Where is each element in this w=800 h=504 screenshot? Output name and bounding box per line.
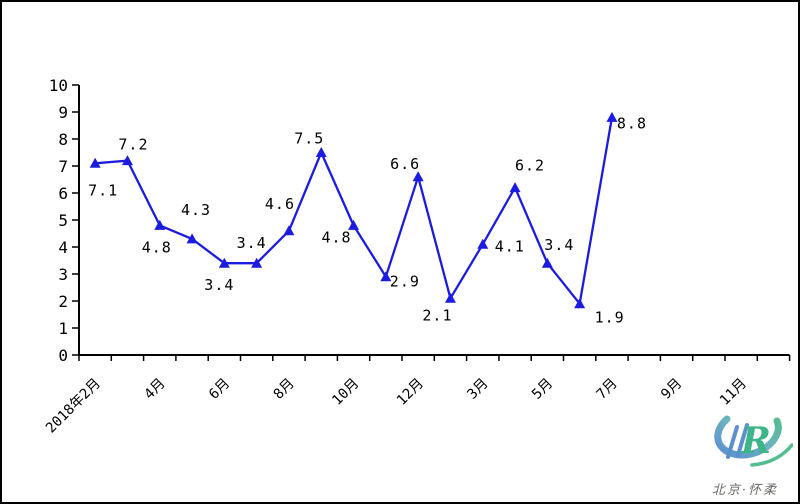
data-label: 6.6	[390, 155, 420, 173]
y-tick-label: 6	[58, 184, 68, 203]
y-tick-label: 4	[58, 238, 68, 257]
data-point-marker	[477, 238, 489, 249]
data-label: 3.4	[204, 276, 234, 294]
data-label: 7.5	[294, 130, 324, 148]
data-label: 7.1	[88, 181, 118, 199]
y-tick-label: 7	[58, 157, 68, 176]
data-label: 8.8	[617, 114, 647, 132]
data-label: 4.8	[142, 238, 172, 256]
data-label: 3.4	[237, 234, 267, 252]
x-tick-label: 12月	[394, 376, 427, 409]
data-label: 4.6	[265, 195, 295, 213]
x-tick-label: 11月	[717, 376, 750, 409]
x-tick-label: 4月	[141, 376, 168, 403]
data-point-marker	[574, 298, 586, 309]
data-point-marker	[412, 171, 424, 182]
x-tick-label: 10月	[329, 376, 362, 409]
x-tick-label: 3月	[464, 376, 491, 403]
data-label: 3.4	[544, 236, 574, 254]
x-tick-label: 9月	[658, 376, 685, 403]
data-point-marker	[348, 219, 360, 230]
data-point-marker	[541, 257, 553, 268]
data-label: 4.3	[181, 201, 211, 219]
logo-caption: 北京·怀柔	[711, 483, 779, 498]
data-label: 4.8	[322, 228, 352, 246]
logo-swoosh-icon: R	[714, 415, 794, 467]
data-point-marker	[89, 157, 101, 168]
data-point-marker	[154, 219, 166, 230]
x-tick-label: 2018年2月	[43, 376, 104, 437]
data-point-marker	[283, 225, 295, 236]
x-tick-label: 7月	[594, 376, 621, 403]
data-point-marker	[380, 271, 392, 282]
y-tick-label: 0	[58, 346, 68, 365]
y-tick-label: 2	[58, 292, 68, 311]
data-label: 2.1	[422, 306, 452, 324]
data-label: 4.1	[495, 237, 525, 255]
x-tick-label: 6月	[206, 376, 233, 403]
data-label: 2.9	[390, 273, 420, 291]
data-point-marker	[218, 257, 230, 268]
y-tick-label: 3	[58, 265, 68, 284]
data-line	[95, 117, 614, 305]
data-label: 1.9	[595, 309, 625, 327]
data-point-marker	[315, 147, 327, 157]
logo-letter: R	[740, 420, 771, 462]
data-label: 7.2	[118, 136, 148, 154]
data-point-marker	[509, 182, 521, 193]
data-point-marker	[251, 257, 263, 268]
data-point-marker	[121, 155, 133, 166]
data-point-marker	[186, 233, 198, 244]
y-tick-label: 1	[58, 319, 68, 338]
y-tick-label: 9	[58, 103, 68, 122]
logo: R 北京·怀柔	[695, 407, 795, 502]
data-point-marker	[606, 111, 618, 122]
y-tick-label: 8	[58, 130, 68, 149]
x-tick-label: 8月	[271, 376, 298, 403]
data-label: 6.2	[515, 157, 545, 175]
x-tick-label: 5月	[529, 376, 556, 403]
y-tick-label: 10	[49, 76, 68, 95]
data-point-marker	[444, 292, 456, 303]
y-tick-label: 5	[58, 211, 68, 230]
